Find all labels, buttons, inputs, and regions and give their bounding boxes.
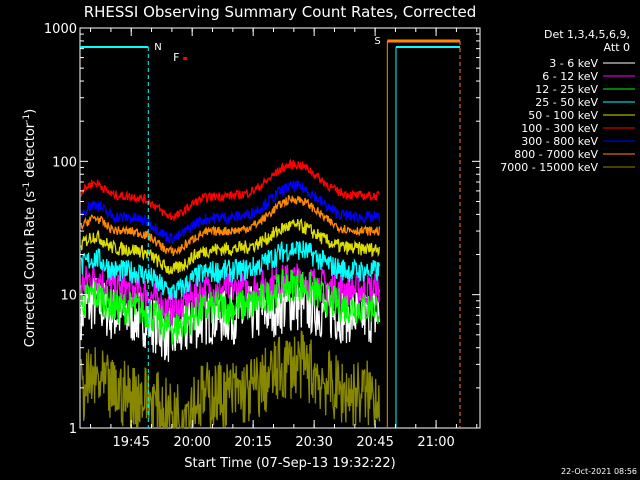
flare-label: F: [173, 51, 179, 64]
legend-title: Det 1,3,4,5,6,9,: [544, 28, 630, 41]
x-tick-label: 21:00: [417, 435, 454, 450]
legend-label: 25 - 50 keV: [535, 96, 598, 109]
series-line-8: [80, 194, 381, 257]
y-tick-label: 100: [52, 155, 77, 170]
chart-title: RHESSI Observing Summary Count Rates, Co…: [84, 3, 477, 21]
saa-label: S: [374, 36, 380, 47]
x-axis-label: Start Time (07-Sep-13 19:32:22): [184, 456, 395, 471]
timestamp: 22-Oct-2021 08:56: [561, 467, 637, 476]
axes-layer: 19:45 20:00 20:15 20:30 20:45 21:00 1 10 100 1000: [44, 22, 480, 450]
x-tick-label: 20:00: [173, 435, 210, 450]
legend-label: 300 - 800 keV: [521, 135, 598, 148]
series-line-9: [80, 330, 381, 430]
legend-label: 100 - 300 keV: [521, 122, 598, 135]
series-line-7: [80, 179, 381, 244]
x-tick-label: 20:15: [234, 435, 271, 450]
series-layer: [80, 158, 381, 430]
legend-label: 3 - 6 keV: [549, 57, 598, 70]
legend-label: 12 - 25 keV: [535, 83, 598, 96]
legend-subtitle: Att 0: [604, 41, 630, 54]
night-label: N: [154, 42, 161, 53]
y-axis-label: Corrected Count Rate (s-1 detector-1): [22, 109, 38, 347]
y-tick-label: 1: [69, 422, 77, 437]
legend-label: 800 - 7000 keV: [514, 148, 598, 161]
series-line-5: [80, 218, 381, 275]
legend-label: 50 - 100 keV: [528, 109, 598, 122]
y-tick-label: 10: [60, 289, 77, 304]
legend-label: 6 - 12 keV: [542, 70, 598, 83]
x-tick-label: 20:45: [356, 435, 393, 450]
annotation-layer: N F S: [80, 36, 461, 428]
plot-frame: [79, 27, 481, 429]
series-line-4: [80, 240, 381, 300]
legend-label: 7000 - 15000 keV: [500, 161, 598, 174]
series-line-3: [80, 269, 381, 345]
x-tick-label: 19:45: [112, 435, 149, 450]
y-axis-label-text: Corrected Count Rate (s-1 detector-1): [22, 109, 38, 347]
y-tick-label: 1000: [44, 22, 77, 37]
plot-area: [79, 27, 481, 429]
flare-marker: [183, 57, 188, 60]
series-line-6: [80, 158, 380, 221]
x-tick-label: 20:30: [295, 435, 332, 450]
